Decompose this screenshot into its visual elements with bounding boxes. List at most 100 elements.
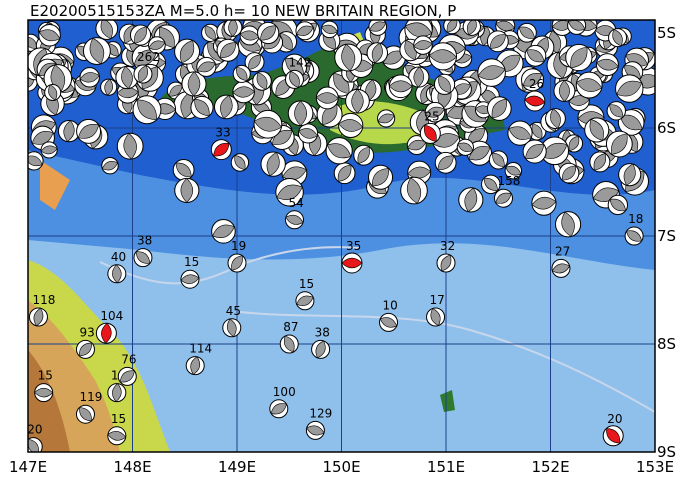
event	[341, 252, 363, 274]
beachball-compression	[253, 116, 282, 132]
depth-label: 25	[424, 109, 439, 123]
background-event	[28, 151, 44, 171]
background-event	[615, 74, 644, 103]
beachball-compression	[180, 177, 194, 203]
beachball-compression	[341, 43, 356, 72]
depth-label: 76	[121, 352, 136, 366]
beachball-compression	[388, 80, 413, 93]
background-event	[148, 36, 166, 55]
background-event	[540, 136, 570, 166]
beachball-compression	[220, 94, 233, 119]
event	[107, 426, 127, 446]
beachball-compression	[524, 95, 546, 107]
background-event	[129, 24, 152, 46]
event	[75, 339, 95, 359]
beachball-compression	[576, 78, 603, 92]
event	[379, 312, 399, 332]
background-event	[230, 153, 250, 172]
background-event	[232, 80, 255, 104]
background-event	[40, 141, 58, 159]
event	[311, 339, 331, 359]
background-event	[458, 187, 484, 213]
beachball-compression	[525, 144, 545, 160]
background-event	[174, 38, 201, 65]
event	[28, 437, 43, 452]
background-event	[44, 83, 62, 101]
beachball-compression	[589, 119, 604, 141]
background-event	[434, 151, 457, 174]
beachball-compression	[33, 307, 44, 327]
beachball-compression	[28, 155, 43, 167]
background-event	[57, 120, 81, 143]
background-event	[488, 150, 508, 170]
beachball-compression	[212, 224, 235, 238]
background-event	[297, 123, 319, 144]
beachball-compression	[413, 66, 425, 88]
depth-label: 38	[315, 325, 330, 339]
event	[493, 188, 513, 208]
map-title: E20200515153ZA M=5.0 h= 10 NEW BRITAIN R…	[30, 2, 456, 20]
depth-label: 129	[309, 406, 332, 420]
depth-label: 158	[497, 174, 520, 188]
beachball-compression	[341, 257, 363, 269]
beachball-compression	[626, 230, 643, 242]
event	[624, 226, 644, 246]
beachball-compression	[338, 119, 364, 132]
beachball-compression	[609, 104, 624, 118]
beachball-compression	[266, 151, 280, 177]
beachball-compression	[489, 34, 506, 49]
background-event	[338, 112, 364, 139]
beachball-compression	[234, 154, 246, 171]
beachball-compression	[276, 184, 303, 200]
beachball-compression	[123, 132, 137, 160]
beachball-compression	[232, 86, 255, 98]
background-event	[413, 35, 433, 55]
beachball-compression	[596, 58, 619, 71]
background-event	[95, 20, 119, 40]
background-event	[281, 160, 308, 187]
background-event	[617, 109, 645, 136]
depth-label: 20	[27, 423, 42, 437]
beachball-compression	[609, 198, 627, 212]
background-event	[201, 23, 220, 42]
beachball-compression	[298, 128, 318, 139]
background-event	[553, 79, 576, 102]
background-event	[366, 42, 389, 64]
background-event	[406, 135, 427, 156]
background-event	[481, 174, 501, 195]
background-event	[605, 130, 633, 158]
background-event	[486, 30, 509, 53]
beachball-compression	[40, 145, 58, 155]
beachball-compression	[260, 25, 277, 41]
beachball-compression	[89, 37, 105, 65]
background-event	[239, 25, 260, 46]
depth-label: 15	[299, 277, 314, 291]
event	[279, 334, 299, 354]
beachball-compression	[606, 428, 621, 444]
beachball-compression	[619, 114, 643, 131]
background-event	[253, 109, 283, 139]
background-event	[101, 156, 119, 175]
background-event	[252, 71, 272, 91]
beachball-compression	[256, 72, 268, 90]
background-event	[174, 177, 200, 203]
background-event	[456, 138, 474, 156]
background-event	[320, 20, 339, 39]
depth-label: 87	[283, 320, 298, 334]
beachball-compression	[437, 155, 454, 171]
beachball-compression	[133, 49, 158, 66]
background-event	[443, 20, 461, 35]
beachball-compression	[101, 322, 112, 344]
event	[222, 318, 242, 338]
beachball-compression	[518, 26, 535, 39]
background-event	[589, 151, 611, 173]
depth-label: 104	[100, 309, 123, 323]
beachball-compression	[561, 211, 575, 237]
background-event	[428, 42, 458, 71]
beachball-compression	[194, 98, 210, 117]
event	[185, 356, 205, 376]
background-event	[565, 43, 593, 72]
event	[284, 210, 304, 230]
beachball-compression	[379, 317, 398, 328]
beachball-compression	[116, 87, 139, 99]
